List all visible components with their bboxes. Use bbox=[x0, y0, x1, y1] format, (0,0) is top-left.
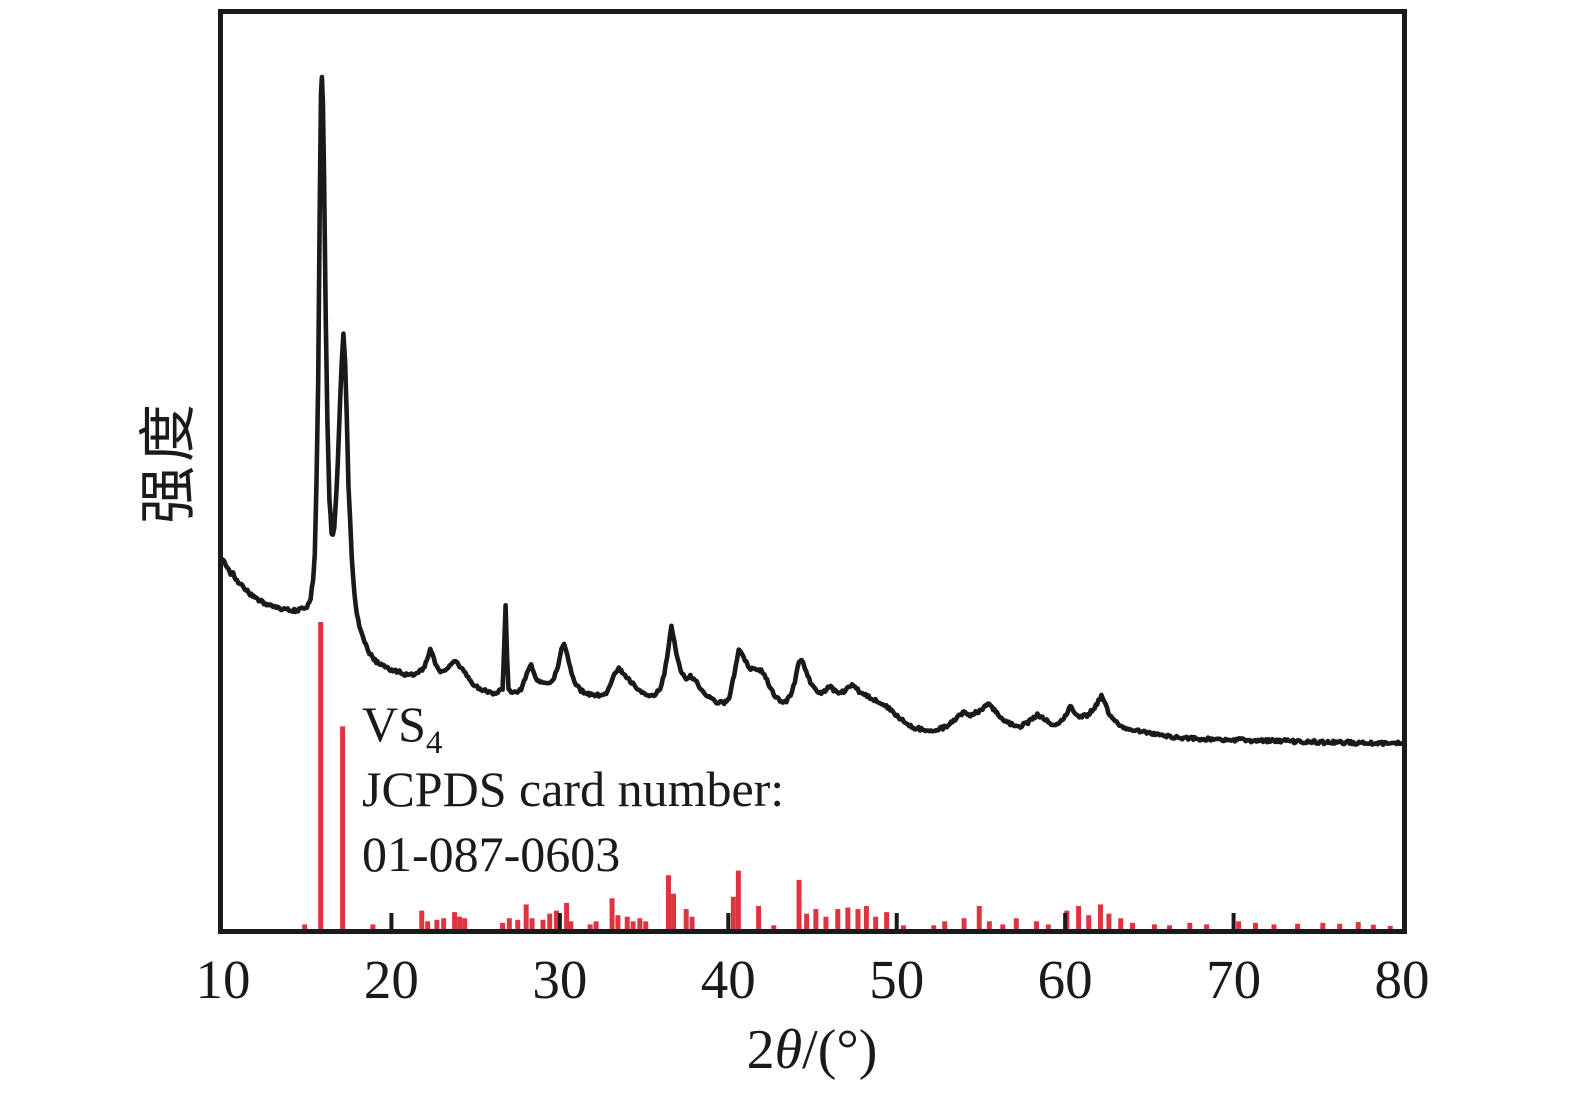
x-title-suffix: /(°) bbox=[802, 1019, 878, 1081]
x-tick-label: 20 bbox=[364, 949, 419, 1010]
x-title-prefix: 2 bbox=[746, 1019, 775, 1081]
x-tick-label: 30 bbox=[532, 949, 587, 1010]
annotation-card-label: JCPDS card number: bbox=[362, 761, 785, 817]
x-tick-label: 70 bbox=[1206, 949, 1261, 1010]
x-tick-label: 50 bbox=[869, 949, 924, 1010]
annotation-card-number: 01-087-0603 bbox=[362, 826, 621, 882]
formula-subscript: 4 bbox=[425, 725, 443, 761]
formula-main: VS bbox=[362, 696, 426, 752]
x-tick-label: 10 bbox=[196, 949, 251, 1010]
x-axis-title: 2θ/(°) bbox=[747, 1018, 878, 1082]
y-axis-label: 强度 bbox=[136, 399, 201, 525]
xrd-pattern-curve bbox=[220, 74, 1405, 748]
annotation-formula: VS4 bbox=[362, 692, 784, 760]
reference-annotation: VS4 JCPDS card number: 01-087-0603 bbox=[362, 692, 784, 887]
x-tick-label: 40 bbox=[701, 949, 756, 1010]
x-tick-label: 60 bbox=[1038, 949, 1093, 1010]
x-title-theta: θ bbox=[774, 1019, 803, 1081]
x-tick-label: 80 bbox=[1375, 949, 1430, 1010]
plot-border bbox=[218, 9, 1407, 934]
